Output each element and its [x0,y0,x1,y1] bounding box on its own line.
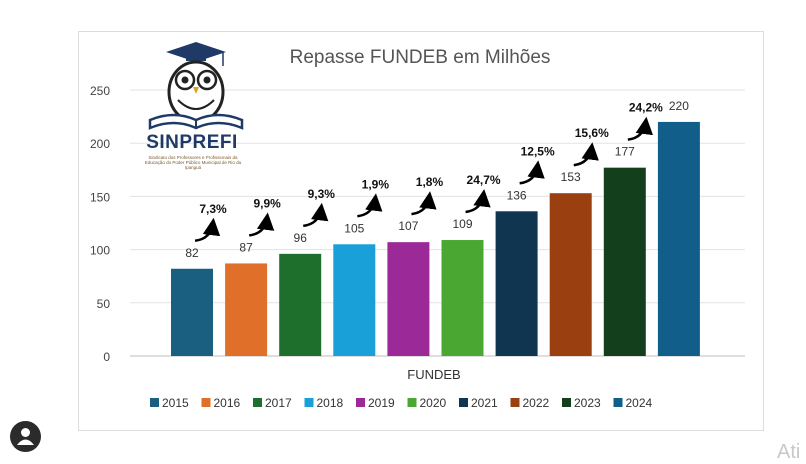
growth-label: 24,7% [467,173,501,187]
value-labels: 82 87 96 105 107 109 136 153 177 220 [185,99,689,260]
bar-2015 [171,268,213,356]
legend-label: 2019 [368,396,395,410]
growth-arrow [248,212,275,237]
bar-2016 [225,263,268,356]
growth-arrows: 7,3% 9,9% 9,3% 1,9% 1,8% 24,7% 12,5% 15,6% 24,2% [194,101,663,242]
y-axis: 0 50 100 150 200 250 [90,84,110,364]
growth-label: 15,6% [575,126,609,140]
partial-text: Ati [777,441,801,463]
owl-icon [148,42,244,130]
x-axis-label: FUNDEB [407,367,460,382]
y-tick-label: 150 [90,190,110,204]
y-tick-label: 200 [90,137,110,151]
growth-label: 12,5% [521,144,555,158]
value-label: 87 [239,240,253,254]
logo-brand-text: SINPREFI [146,132,238,153]
sinprefi-logo: SINPREFI Sindicato dos Professores e Pro… [130,40,255,175]
logo-subtitle: Sindicato dos Professores e Profissionai… [144,155,242,170]
legend-swatch [201,398,211,407]
bar-2018 [333,244,376,356]
legend-label: 2024 [626,396,653,410]
legend-label: 2015 [162,396,189,410]
growth-arrow [627,116,653,141]
value-label: 153 [561,170,581,184]
legend: 2015 2016 2017 2018 2019 2020 2021 2022 2023 2024 [150,396,653,410]
value-label: 220 [669,99,689,113]
value-label: 107 [398,219,418,233]
value-label: 82 [185,246,199,260]
growth-label: 1,8% [416,175,444,189]
bar-2024 [657,121,700,356]
y-tick-label: 50 [97,297,111,311]
growth-label: 9,3% [308,187,336,201]
growth-arrow [357,193,383,218]
value-label: 109 [452,217,472,231]
legend-label: 2020 [420,396,447,410]
y-tick-label: 100 [90,244,110,258]
growth-label: 9,9% [253,196,281,210]
legend-label: 2017 [265,396,292,410]
legend-swatch [304,398,314,407]
growth-arrow [465,189,491,214]
legend-label: 2022 [523,396,550,410]
growth-arrow [519,160,545,185]
legend-label: 2023 [574,396,601,410]
value-label: 177 [615,145,635,159]
legend-swatch [510,398,520,407]
legend-swatch [613,398,623,407]
value-label: 105 [344,221,364,235]
y-tick-label: 0 [103,350,110,364]
growth-label: 1,9% [362,177,390,191]
bars [171,121,700,356]
legend-label: 2021 [471,396,498,410]
chart-title: Repasse FUNDEB em Milhões [290,47,551,68]
bar-2019 [387,242,430,356]
growth-label: 7,3% [199,202,227,216]
user-icon [17,428,34,445]
legend-swatch [150,398,159,407]
legend-swatch [407,398,417,407]
y-tick-label: 250 [90,84,110,98]
legend-swatch [562,398,571,407]
legend-swatch [356,398,365,407]
bar-2022 [549,193,592,356]
growth-arrow [303,202,329,228]
bar-2017 [279,253,322,356]
growth-arrow [194,217,221,242]
bar-2023 [603,167,646,356]
growth-arrow [573,142,599,167]
legend-swatch [459,398,468,407]
value-label: 136 [507,188,527,202]
growth-label: 24,2% [629,101,663,115]
legend-label: 2016 [214,396,241,410]
legend-label: 2018 [317,396,344,410]
value-label: 96 [294,231,308,245]
growth-arrow [411,191,437,216]
bar-2020 [441,240,484,356]
bar-2021 [495,211,538,356]
avatar[interactable] [10,421,41,452]
legend-swatch [253,398,262,407]
